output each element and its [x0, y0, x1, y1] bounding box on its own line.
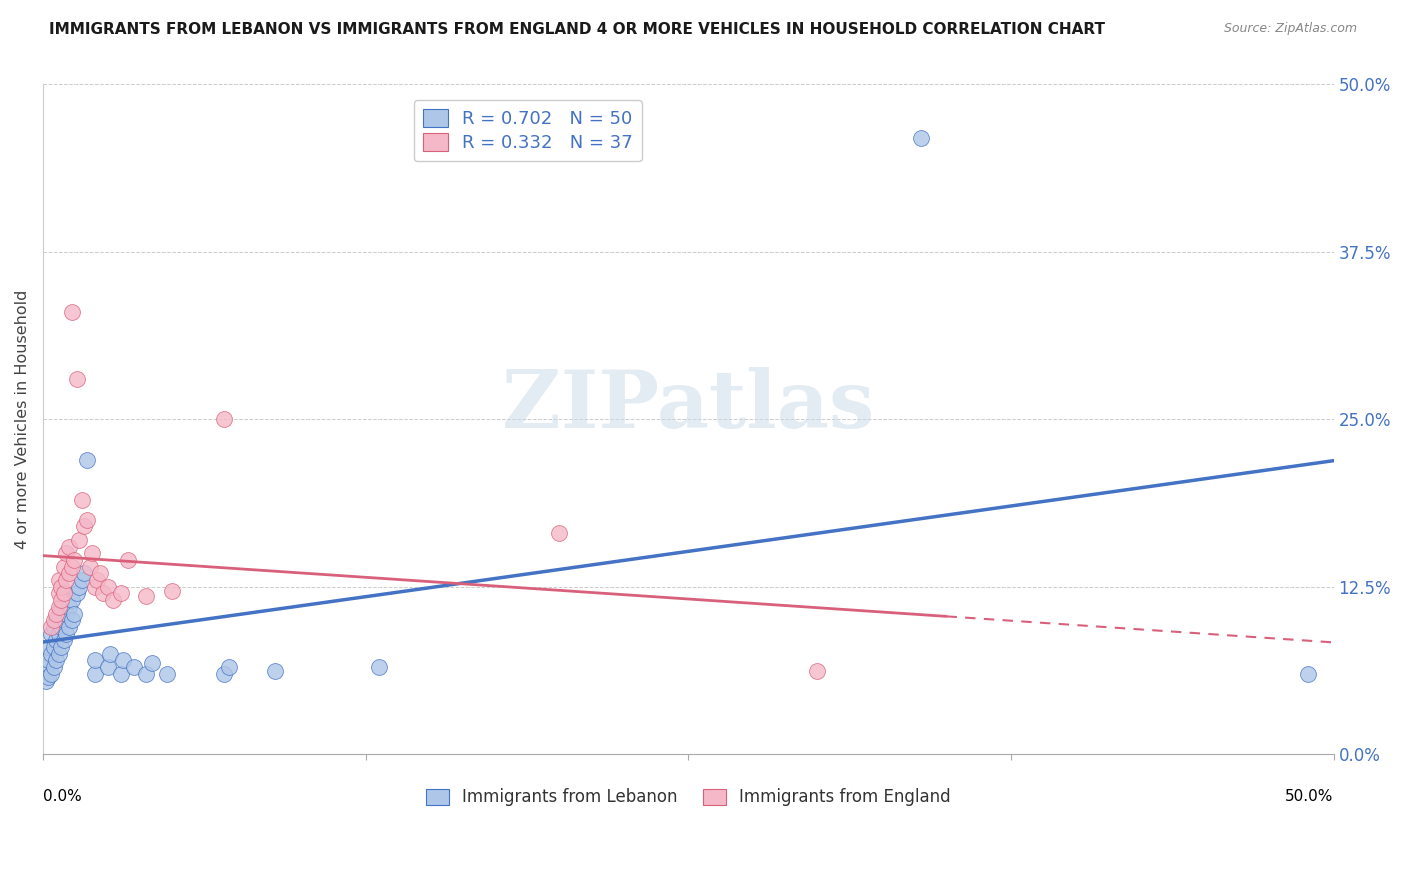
Point [1296, 666, 1319, 681]
Point [83, 666, 105, 681]
Point [910, 131, 932, 145]
Point [97, 660, 120, 674]
Point [67, 533, 90, 547]
Point [51, 593, 73, 607]
Point [42, 620, 65, 634]
Point [58, 566, 80, 581]
Point [218, 660, 240, 674]
Point [48, 586, 70, 600]
Point [58, 599, 80, 614]
Point [37, 640, 59, 654]
Point [122, 660, 145, 674]
Point [52, 633, 75, 648]
Point [83, 653, 105, 667]
Legend: Immigrants from Lebanon, Immigrants from England: Immigrants from Lebanon, Immigrants from… [419, 781, 957, 813]
Point [60, 305, 83, 319]
Point [48, 607, 70, 621]
Point [73, 519, 96, 533]
Point [48, 599, 70, 614]
Point [156, 666, 179, 681]
Point [37, 669, 59, 683]
Point [37, 653, 59, 667]
Point [48, 573, 70, 587]
Point [73, 566, 96, 581]
Point [55, 573, 77, 587]
Point [60, 613, 83, 627]
Point [52, 613, 75, 627]
Point [39, 620, 62, 634]
Point [35, 660, 58, 674]
Point [51, 640, 73, 654]
Point [58, 540, 80, 554]
Point [135, 589, 157, 603]
Point [91, 586, 114, 600]
Point [97, 580, 120, 594]
Point [51, 620, 73, 634]
Point [89, 566, 111, 581]
Point [45, 633, 67, 648]
Text: Source: ZipAtlas.com: Source: ZipAtlas.com [1223, 22, 1357, 36]
Point [110, 666, 132, 681]
Point [63, 607, 86, 621]
Point [110, 586, 132, 600]
Point [42, 640, 65, 654]
Text: 50.0%: 50.0% [1285, 789, 1333, 804]
Point [42, 660, 65, 674]
Point [55, 607, 77, 621]
Point [63, 553, 86, 567]
Point [135, 666, 157, 681]
Point [35, 673, 58, 688]
Point [55, 546, 77, 560]
Point [45, 607, 67, 621]
Point [51, 599, 73, 614]
Point [160, 583, 183, 598]
Point [39, 647, 62, 661]
Point [45, 613, 67, 627]
Point [101, 593, 124, 607]
Point [55, 626, 77, 640]
Point [52, 559, 75, 574]
Point [79, 559, 101, 574]
Point [67, 580, 90, 594]
Point [66, 586, 89, 600]
Point [48, 626, 70, 640]
Point [39, 626, 62, 640]
Point [45, 653, 67, 667]
Point [806, 664, 828, 678]
Point [70, 492, 93, 507]
Point [86, 573, 108, 587]
Point [48, 647, 70, 661]
Point [548, 526, 571, 541]
Point [39, 666, 62, 681]
Point [117, 553, 139, 567]
Text: ZIPatlas: ZIPatlas [502, 367, 875, 445]
Point [51, 580, 73, 594]
Point [60, 593, 83, 607]
Point [367, 660, 389, 674]
Point [83, 580, 105, 594]
Point [76, 452, 98, 467]
Point [98, 647, 121, 661]
Point [212, 666, 235, 681]
Point [42, 613, 65, 627]
Y-axis label: 4 or more Vehicles in Household: 4 or more Vehicles in Household [15, 290, 30, 549]
Point [60, 559, 83, 574]
Point [82, 546, 104, 560]
Point [112, 653, 135, 667]
Point [66, 372, 89, 386]
Point [264, 664, 287, 678]
Point [212, 412, 235, 426]
Point [70, 573, 93, 587]
Text: 0.0%: 0.0% [44, 789, 82, 804]
Point [141, 656, 163, 670]
Point [58, 620, 80, 634]
Point [76, 513, 98, 527]
Text: IMMIGRANTS FROM LEBANON VS IMMIGRANTS FROM ENGLAND 4 OR MORE VEHICLES IN HOUSEHO: IMMIGRANTS FROM LEBANON VS IMMIGRANTS FR… [49, 22, 1105, 37]
Point [52, 586, 75, 600]
